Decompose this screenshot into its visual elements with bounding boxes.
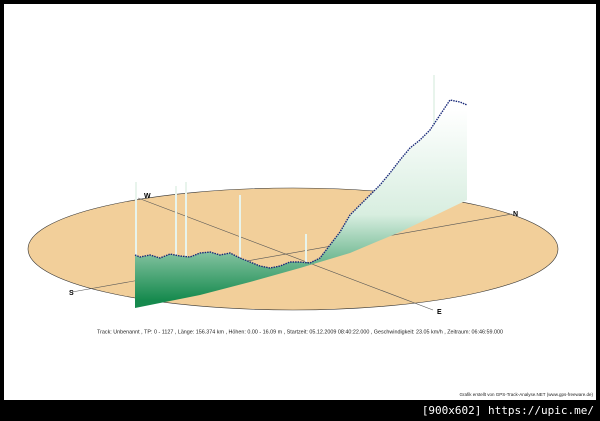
compass-south: S — [69, 290, 74, 297]
compass-east: E — [437, 309, 442, 316]
compass-west: W — [144, 193, 151, 200]
watermark: [900x602] https://upic.me/ — [422, 404, 594, 417]
ground-plane — [27, 187, 559, 311]
track-line — [134, 99, 468, 269]
compass-north: N — [513, 211, 518, 218]
credit: Grafik erstellt von GPS-Track-Analyse.NE… — [459, 392, 593, 397]
track-info: Track: Unbenannt , TP: 0 - 1127 , Länge:… — [97, 329, 503, 335]
spikes — [135, 75, 435, 262]
elevation-surface — [135, 100, 467, 308]
